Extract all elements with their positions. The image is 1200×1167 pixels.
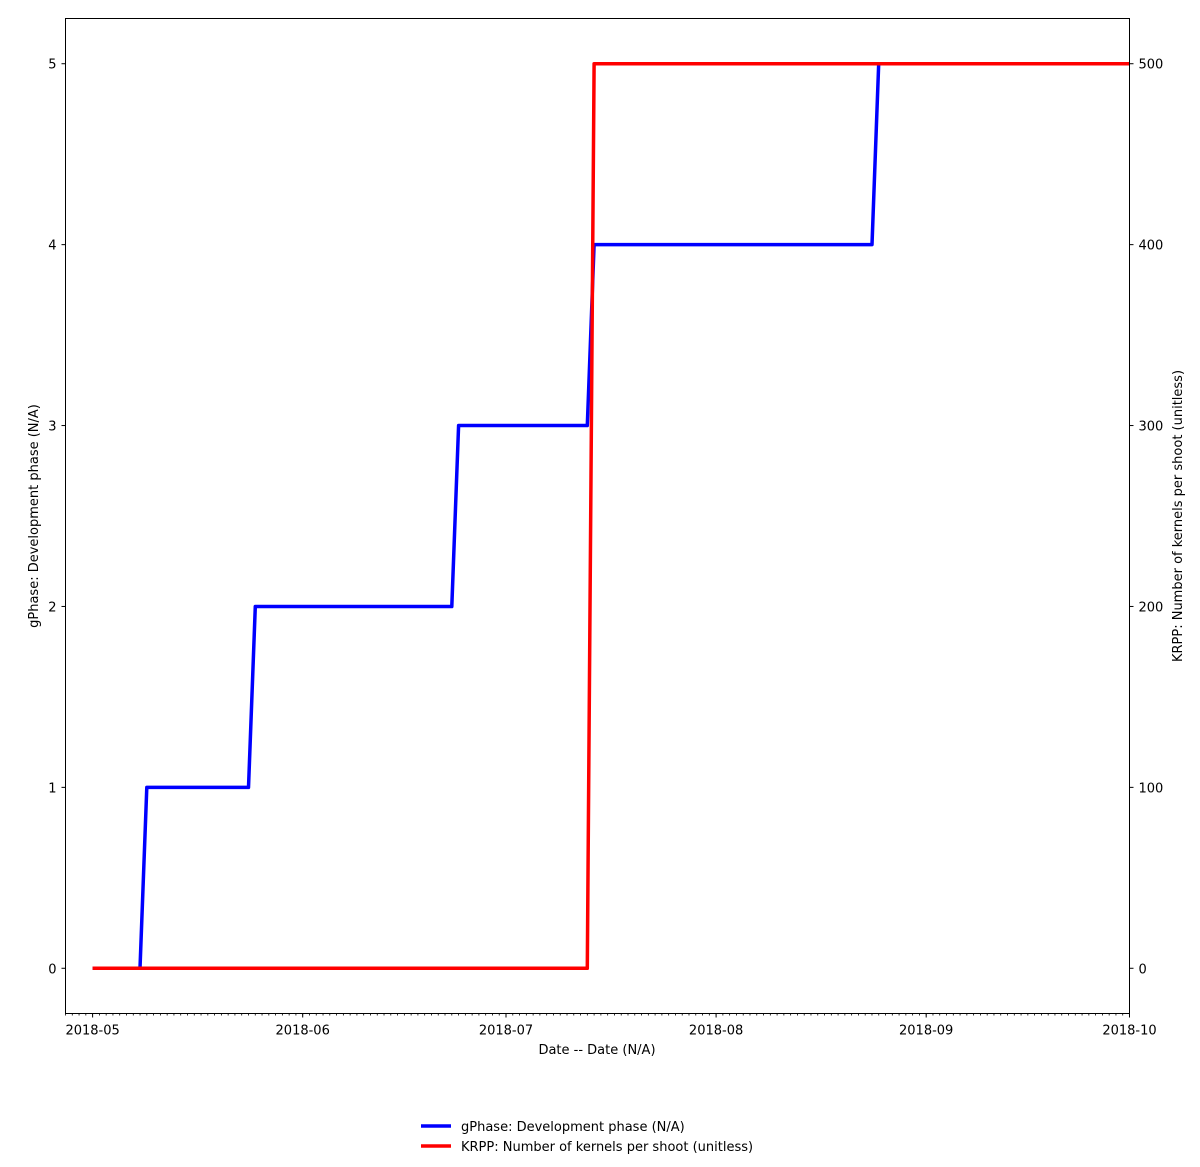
x-tick-label: 2018-08 (689, 1024, 743, 1039)
y-tick-label-left: 4 (48, 239, 56, 254)
legend: gPhase: Development phase (N/A) KRPP: Nu… (421, 1120, 753, 1155)
x-tick-label: 2018-06 (276, 1024, 330, 1039)
y-axis-label-right: KRPP: Number of kernels per shoot (unitl… (1171, 370, 1186, 662)
y-tick-label-left: 2 (48, 600, 56, 615)
y-tick-label-right: 300 (1139, 420, 1164, 435)
y-tick-label-left: 1 (48, 781, 56, 796)
x-tick-label: 2018-07 (479, 1024, 533, 1039)
axes-layer: 2018-05 2018-06 2018-07 2018-08 2018-09 2018-… (48, 58, 1163, 1039)
series-line-gphase (92, 61, 1130, 971)
y-axis-label-left: gPhase: Development phase (N/A) (27, 404, 42, 628)
legend-label-gphase: gPhase: Development phase (N/A) (461, 1120, 685, 1135)
x-axis-label: Date -- Date (N/A) (538, 1043, 655, 1058)
y-tick-label-right: 200 (1139, 600, 1164, 615)
y-tick-label-left: 5 (48, 58, 56, 73)
y-tick-label-right: 500 (1139, 58, 1164, 73)
y-tick-label-right: 0 (1139, 962, 1147, 977)
series-layer (92, 61, 1130, 971)
x-tick-label: 2018-09 (899, 1024, 953, 1039)
legend-label-krpp: KRPP: Number of kernels per shoot (unitl… (461, 1140, 753, 1155)
y-tick-label-right: 400 (1139, 239, 1164, 254)
series-line-krpp (92, 61, 1130, 971)
y-tick-label-right: 100 (1139, 781, 1164, 796)
x-tick-label: 2018-10 (1102, 1024, 1156, 1039)
y-tick-label-left: 3 (48, 420, 56, 435)
x-tick-label: 2018-05 (65, 1024, 119, 1039)
plot-frame (65, 18, 1130, 1014)
y-tick-label-left: 0 (48, 962, 56, 977)
